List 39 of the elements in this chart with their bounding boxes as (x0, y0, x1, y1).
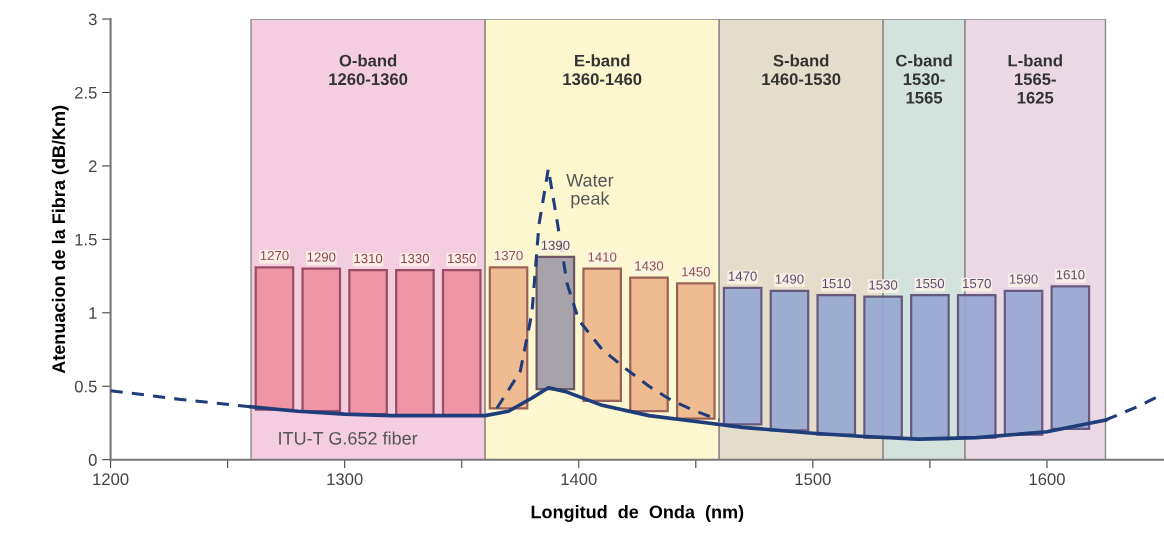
annotation: 1290 (307, 252, 336, 262)
y-tick-label: 1 (89, 307, 97, 319)
annotation: 1310 (354, 253, 383, 264)
annotation: 1470 (728, 271, 757, 281)
annotation: Water peak (566, 174, 614, 209)
x-tick-label: 1400 (561, 473, 597, 486)
band-label: E-band 1360-1460 (563, 54, 642, 86)
y-tick-label: 2 (88, 160, 97, 172)
annotation: 1450 (682, 267, 710, 277)
annotation: 1350 (448, 253, 476, 264)
annotation: 1270 (260, 250, 289, 261)
x-tick-label: 1600 (1029, 473, 1065, 486)
y-tick-label: 3 (88, 13, 97, 26)
band-label: C-band 1530- 1565 (896, 54, 952, 104)
annotation: 1490 (775, 274, 804, 284)
annotation: 1390 (541, 240, 570, 250)
band-label: L-band 1565- 1625 (1008, 54, 1062, 104)
band-label: S-band 1460-1530 (762, 54, 841, 86)
band-label: O-band 1260-1360 (329, 54, 408, 86)
annotation: 1370 (494, 250, 523, 261)
y-tick-label: 2.5 (75, 86, 97, 99)
y-tick-label: 1.5 (75, 233, 97, 246)
annotation: 1510 (822, 278, 851, 289)
annotation: 1590 (1009, 274, 1038, 284)
annotation: ITU-T G.652 fiber (279, 431, 418, 445)
annotation: 1550 (916, 278, 945, 289)
x-tick-label: 1200 (93, 473, 129, 486)
annotation: 1430 (635, 261, 664, 271)
y-tick-label: 0 (88, 454, 97, 466)
annotation: 1610 (1056, 270, 1085, 280)
annotation: 1410 (588, 252, 617, 262)
annotation: 1570 (963, 278, 991, 289)
y-tick-label: 0.5 (74, 380, 97, 393)
x-axis-title: Longitud de Onda (nm) (531, 505, 744, 522)
x-tick-label: 1500 (795, 473, 831, 486)
y-axis-title: Atenuacion de la Fibra (dB/Km) (51, 105, 69, 374)
annotation: 1330 (401, 253, 430, 264)
x-tick-label: 1300 (327, 473, 363, 486)
annotation: 1530 (869, 280, 898, 290)
